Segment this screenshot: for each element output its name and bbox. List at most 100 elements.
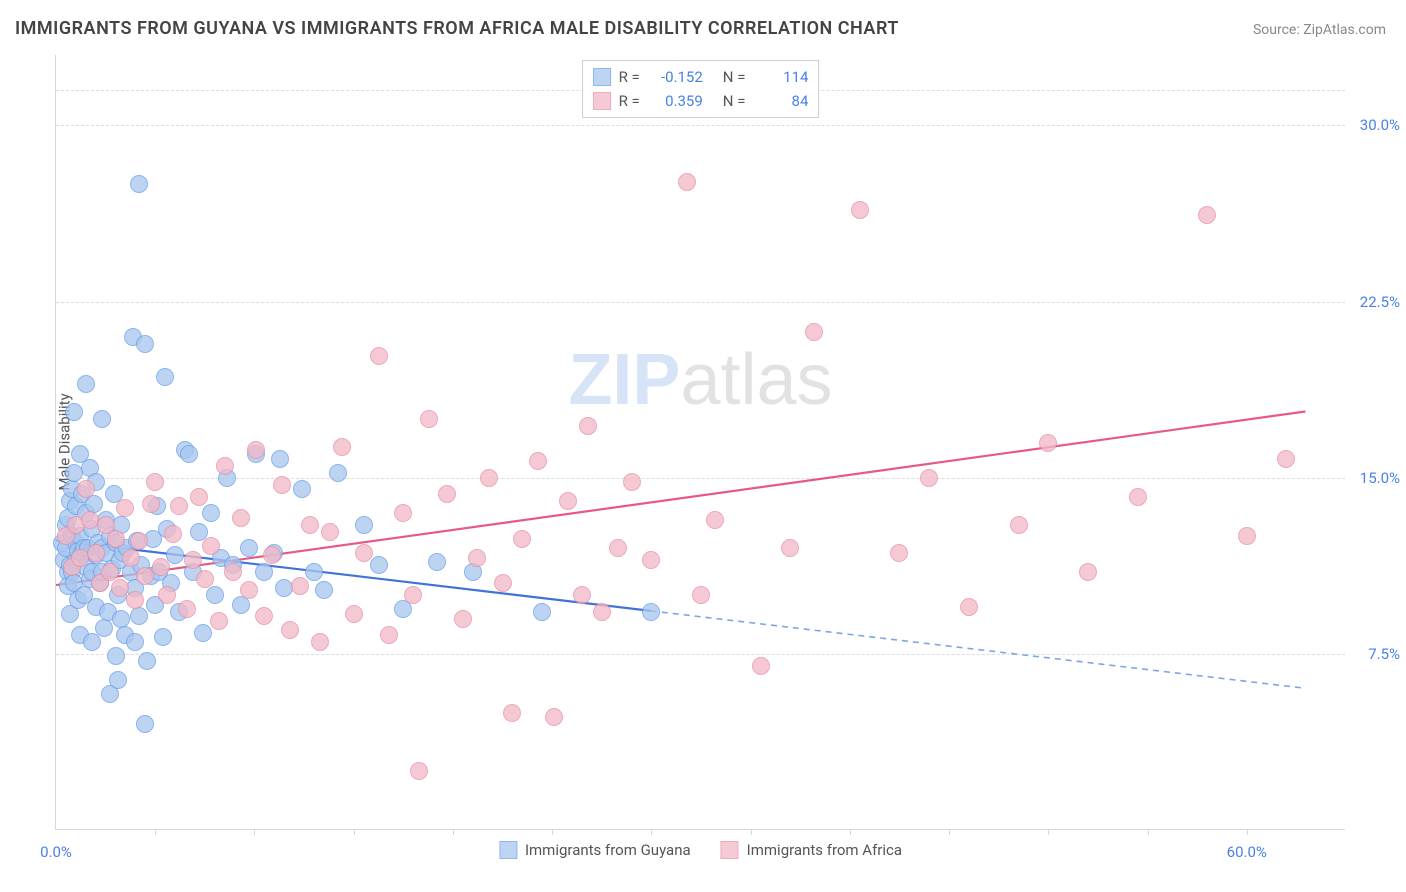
- legend-R-label: R =: [619, 89, 640, 113]
- scatter-point-guyana: [154, 628, 172, 646]
- scatter-point-guyana: [293, 480, 311, 498]
- scatter-point-guyana: [109, 671, 127, 689]
- legend-series: Immigrants from GuyanaImmigrants from Af…: [499, 841, 902, 859]
- legend-correlation: R =-0.152N =114R =0.359N =84: [582, 60, 820, 118]
- scatter-point-africa: [77, 480, 95, 498]
- scatter-point-africa: [960, 598, 978, 616]
- scatter-point-guyana: [428, 553, 446, 571]
- scatter-point-africa: [394, 504, 412, 522]
- legend-swatch: [593, 68, 611, 86]
- scatter-point-africa: [255, 607, 273, 625]
- scatter-point-africa: [1129, 488, 1147, 506]
- x-tick: [254, 829, 255, 835]
- scatter-point-africa: [623, 473, 641, 491]
- scatter-point-africa: [559, 492, 577, 510]
- scatter-point-africa: [301, 516, 319, 534]
- scatter-point-africa: [1079, 563, 1097, 581]
- scatter-point-guyana: [255, 563, 273, 581]
- scatter-point-africa: [87, 544, 105, 562]
- scatter-point-africa: [1277, 450, 1295, 468]
- scatter-point-guyana: [83, 633, 101, 651]
- scatter-point-africa: [593, 603, 611, 621]
- scatter-point-africa: [111, 579, 129, 597]
- scatter-point-guyana: [112, 610, 130, 628]
- scatter-point-guyana: [329, 464, 347, 482]
- scatter-point-africa: [920, 469, 938, 487]
- legend-N-value: 84: [753, 89, 808, 113]
- x-tick: [651, 829, 652, 835]
- x-tick: [850, 829, 851, 835]
- scatter-point-africa: [126, 591, 144, 609]
- scatter-point-africa: [573, 586, 591, 604]
- scatter-point-africa: [210, 612, 228, 630]
- scatter-point-africa: [503, 704, 521, 722]
- scatter-point-africa: [1198, 206, 1216, 224]
- scatter-point-africa: [420, 410, 438, 428]
- scatter-point-africa: [678, 173, 696, 191]
- gridline: [56, 654, 1345, 655]
- scatter-point-guyana: [77, 375, 95, 393]
- scatter-point-guyana: [370, 556, 388, 574]
- scatter-point-africa: [494, 574, 512, 592]
- scatter-point-guyana: [126, 633, 144, 651]
- x-tick: [949, 829, 950, 835]
- gridline: [56, 478, 1345, 479]
- scatter-point-africa: [281, 621, 299, 639]
- trend-line: [56, 412, 1305, 586]
- scatter-point-guyana: [240, 539, 258, 557]
- scatter-point-guyana: [156, 368, 174, 386]
- scatter-point-africa: [224, 563, 242, 581]
- scatter-point-africa: [438, 485, 456, 503]
- scatter-point-africa: [142, 495, 160, 513]
- scatter-point-africa: [190, 488, 208, 506]
- scatter-point-africa: [146, 473, 164, 491]
- y-tick-label: 7.5%: [1350, 645, 1400, 663]
- scatter-point-africa: [333, 438, 351, 456]
- scatter-point-africa: [101, 563, 119, 581]
- legend-item-africa: Immigrants from Africa: [721, 841, 902, 859]
- scatter-point-africa: [609, 539, 627, 557]
- scatter-point-africa: [273, 476, 291, 494]
- legend-swatch: [499, 841, 517, 859]
- scatter-point-africa: [454, 610, 472, 628]
- scatter-point-guyana: [138, 652, 156, 670]
- watermark-zip: ZIP: [568, 340, 680, 420]
- scatter-point-guyana: [107, 647, 125, 665]
- scatter-point-africa: [263, 546, 281, 564]
- gridline: [56, 302, 1345, 303]
- scatter-point-africa: [107, 530, 125, 548]
- scatter-point-guyana: [136, 335, 154, 353]
- y-tick-label: 22.5%: [1350, 293, 1400, 311]
- scatter-point-guyana: [194, 624, 212, 642]
- gridline: [56, 125, 1345, 126]
- scatter-point-africa: [380, 626, 398, 644]
- scatter-point-africa: [247, 441, 265, 459]
- scatter-point-africa: [404, 586, 422, 604]
- watermark: ZIPatlas: [568, 339, 832, 421]
- scatter-point-africa: [240, 581, 258, 599]
- scatter-point-guyana: [65, 403, 83, 421]
- x-tick: [354, 829, 355, 835]
- scatter-point-africa: [545, 708, 563, 726]
- scatter-point-africa: [321, 523, 339, 541]
- legend-N-label: N =: [723, 89, 746, 113]
- scatter-point-africa: [805, 323, 823, 341]
- x-tick: [155, 829, 156, 835]
- scatter-point-africa: [184, 551, 202, 569]
- scatter-point-guyana: [355, 516, 373, 534]
- scatter-point-africa: [136, 567, 154, 585]
- scatter-point-africa: [164, 525, 182, 543]
- scatter-point-africa: [232, 509, 250, 527]
- scatter-point-guyana: [642, 603, 660, 621]
- scatter-point-africa: [480, 469, 498, 487]
- scatter-point-africa: [122, 549, 140, 567]
- scatter-point-guyana: [315, 581, 333, 599]
- scatter-point-guyana: [136, 715, 154, 733]
- scatter-point-africa: [851, 201, 869, 219]
- scatter-point-africa: [890, 544, 908, 562]
- scatter-point-africa: [202, 537, 220, 555]
- legend-N-value: 114: [753, 65, 808, 89]
- scatter-point-africa: [529, 452, 547, 470]
- scatter-point-africa: [216, 457, 234, 475]
- legend-swatch: [593, 92, 611, 110]
